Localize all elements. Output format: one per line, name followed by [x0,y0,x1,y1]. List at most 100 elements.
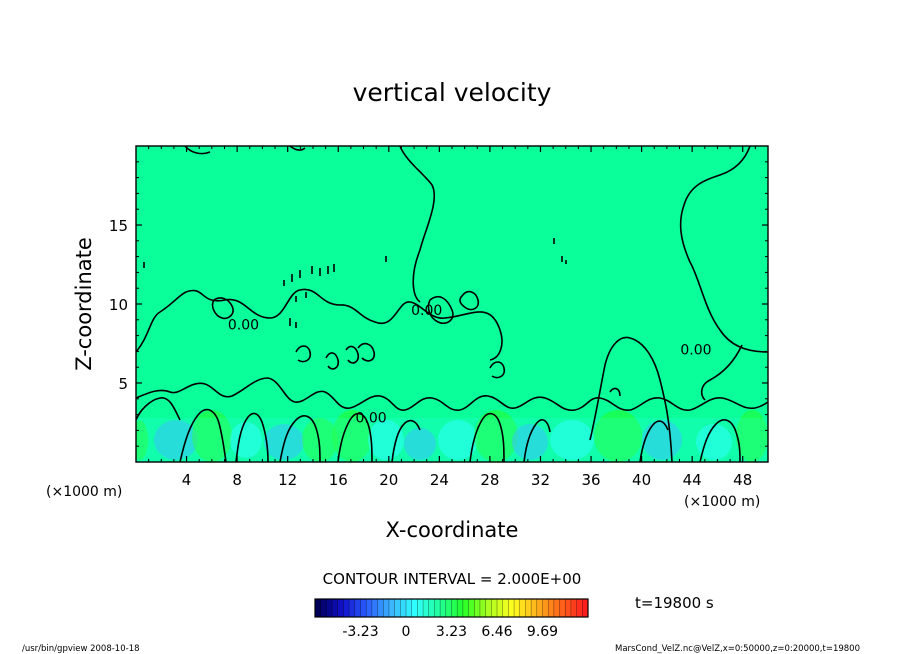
colorbar-tick-label: 0 [402,624,411,640]
colorbar-cell [428,599,435,617]
colorbar-cell [445,599,452,617]
field-patch [192,410,232,462]
x-unit-right: (×1000 m) [684,494,760,510]
contour-line [609,387,621,397]
colorbar-cell [326,599,333,617]
colorbar-cell [497,599,503,617]
contour-line [345,345,360,364]
field-patch [594,410,642,462]
contour-label: 0.00 [411,303,442,319]
colorbar-cell [479,599,486,617]
x-tick-label: 48 [733,471,752,489]
colorbar-cell [320,599,327,617]
field-patch [332,410,372,462]
contour-interval-label: CONTOUR INTERVAL = 2.000E+00 [323,570,582,588]
colorbar-cell [406,599,412,617]
colorbar-cell [360,599,367,617]
colorbar-cell [434,599,441,617]
colorbar-cell [485,599,492,617]
colorbar-cell [508,599,515,617]
y-tick-label: 5 [118,375,128,393]
field-patch [368,420,404,460]
x-tick-label: 32 [531,471,550,489]
x-tick-label: 4 [182,471,192,489]
colorbar-tick-label: -3.23 [342,624,378,640]
contour-label: 0.00 [356,411,387,427]
colorbar-cell [548,599,555,617]
colorbar-cell [440,599,447,617]
x-tick-label: 16 [329,471,348,489]
x-axis-label: X-coordinate [386,518,519,542]
colorbar-cell [570,599,577,617]
field-patch [696,424,732,460]
colorbar-cell [451,599,458,617]
contour-line [589,336,673,462]
y-tick-label: 15 [109,217,128,235]
colorbar-cell [354,599,361,617]
plot-area: 0.00 0.00 0.00 0.00 [135,145,769,463]
x-tick-label: 44 [683,471,702,489]
contour-label: 0.00 [680,343,711,359]
y-tick-label: 10 [109,296,128,314]
colorbar-cell [531,599,538,617]
colorbar-cell [394,599,401,617]
field-patch [404,428,436,460]
contour-line [325,352,340,370]
field-patch [438,420,478,460]
colorbar: -3.23 0 3.23 6.46 9.69 [314,598,589,640]
field-patch [550,420,594,460]
time-label: t=19800 s [635,594,714,612]
contour-line [459,290,480,311]
x-tick-label: 28 [480,471,499,489]
colorbar-cell [582,599,589,617]
colorbar-cell [349,599,356,617]
contour-line [639,420,669,462]
contour-line [391,419,421,462]
contour-line [337,412,373,462]
colorbar-cell [542,599,549,617]
x-tick-label: 8 [232,471,242,489]
contour-line [427,295,454,325]
colorbar-tick-label: 6.46 [481,624,512,640]
contour-line [523,419,551,462]
contour-line [235,412,269,462]
colorbar-cell [400,599,407,617]
contour-line [289,146,306,151]
colorbar-cell [411,599,418,617]
x-tick-label: 36 [581,471,600,489]
colorbar-cell [423,599,430,617]
colorbar-cell [337,599,344,617]
colorbar-cell [332,599,339,617]
contour-line [357,342,376,362]
colorbar-tick-label: 3.23 [436,624,467,640]
contour-line [399,146,436,303]
field-patch [302,418,338,462]
x-tick-label: 12 [278,471,297,489]
colorbar-tick-label: 9.69 [527,624,558,640]
x-tick-label: 24 [430,471,449,489]
colorbar-frame [314,598,589,618]
footer-left: /usr/bin/gpview 2008-10-18 [22,644,140,654]
colorbar-cell [514,599,521,617]
contour-line [469,412,505,462]
field-band [136,418,768,462]
contour-line [295,345,312,363]
colorbar-cell [417,599,424,617]
colorbar-cell [366,599,373,617]
colorbar-cell [343,599,350,617]
contour-line [179,408,227,462]
colorbar-cell [519,599,526,617]
contour-line [211,297,234,320]
colorbar-cell [315,599,321,617]
x-tick-label: 40 [632,471,651,489]
contour-line [136,377,768,412]
colorbar-cell [559,599,566,617]
colorbar-cell [576,599,583,617]
colorbar-cell [468,599,475,617]
colorbar-cell [474,599,481,617]
colorbar-cell [377,599,384,617]
field-patch [736,410,768,462]
colorbar-cell [457,599,464,617]
contour-line [699,419,741,462]
